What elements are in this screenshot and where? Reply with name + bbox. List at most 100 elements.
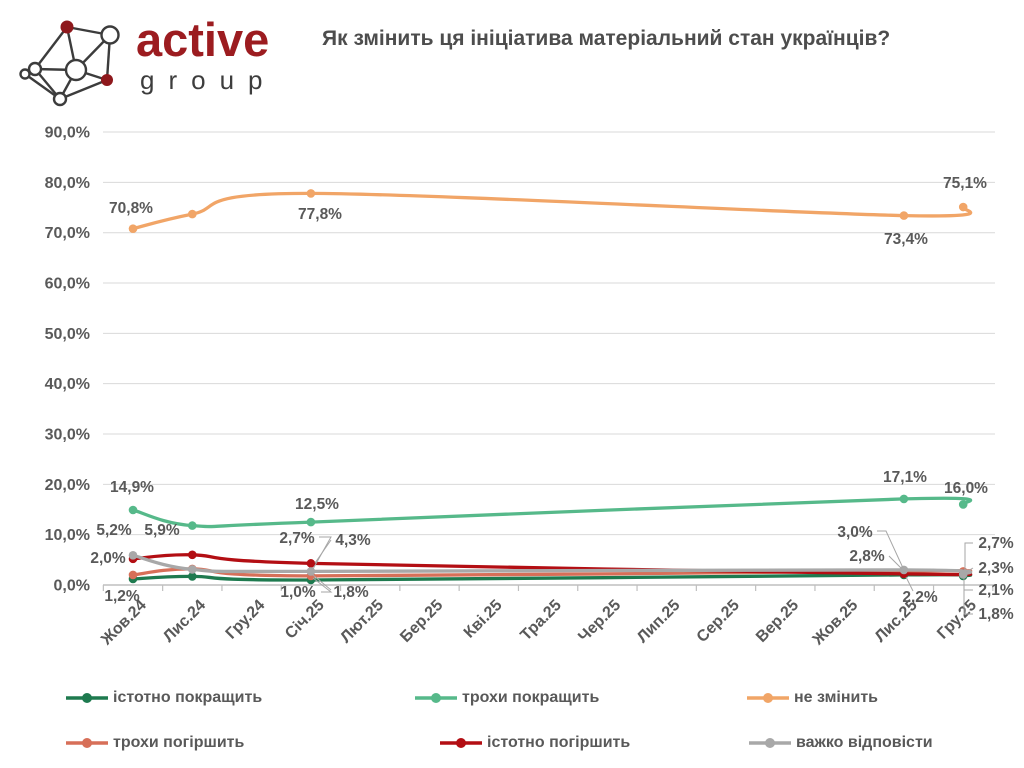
data-label: 2,8% — [849, 548, 885, 565]
data-point-marker — [188, 572, 197, 581]
data-label: 17,1% — [883, 469, 927, 486]
data-label: 5,9% — [144, 522, 180, 539]
data-label: 2,2% — [902, 589, 938, 606]
data-point-marker — [958, 202, 968, 212]
data-label: 5,2% — [96, 522, 132, 539]
x-axis-label: Тра.25 — [517, 597, 565, 645]
data-point-marker — [899, 565, 909, 575]
series-line-важко-відповісти — [131, 553, 973, 577]
x-axis-label: Лип.25 — [634, 597, 684, 647]
data-point-marker — [128, 551, 138, 560]
data-point-marker — [306, 517, 316, 527]
x-axis-label: Бер.25 — [397, 597, 446, 646]
y-axis-label: 0,0% — [54, 578, 90, 595]
data-label: 12,5% — [295, 496, 339, 513]
legend-label: істотно покращить — [113, 689, 263, 706]
label-leader-line — [888, 555, 903, 570]
data-label: 73,4% — [884, 231, 928, 248]
data-label: 2,7% — [978, 535, 1014, 552]
label-leader-line — [312, 577, 333, 593]
label-leader-line — [965, 567, 974, 573]
data-label: 77,8% — [298, 206, 342, 223]
chart-title: Як змінить ця ініціатива матеріальний ст… — [322, 27, 891, 50]
data-point-marker — [188, 521, 197, 530]
legend-label: істотно погіршить — [487, 734, 631, 751]
data-point-marker — [899, 211, 909, 220]
data-point-marker — [128, 224, 138, 233]
data-point-marker — [958, 500, 968, 509]
x-axis-label: Чер.25 — [575, 597, 624, 646]
y-axis-label: 50,0% — [45, 326, 90, 343]
data-label: 2,3% — [978, 560, 1014, 577]
x-axis-label: Січ.25 — [282, 597, 328, 643]
x-axis-label: Жов.25 — [809, 597, 861, 649]
data-point-marker — [306, 559, 316, 568]
data-point-marker — [188, 550, 197, 560]
y-axis-label: 30,0% — [45, 427, 90, 444]
network-graph-icon — [19, 20, 120, 107]
logo-subtitle: group — [140, 65, 277, 95]
label-leader-line — [312, 536, 332, 570]
legend-label: трохи покращить — [462, 689, 600, 706]
label-leader-line — [963, 579, 973, 591]
logo-brand: active — [136, 13, 270, 66]
legend-item-трохи-погіршить: трохи погіршить — [66, 734, 244, 752]
x-axis-label: Лют.25 — [337, 597, 387, 647]
data-point-marker — [306, 189, 316, 198]
y-axis-label: 90,0% — [45, 125, 90, 142]
logo: active group — [18, 8, 318, 120]
data-label: 75,1% — [943, 175, 987, 192]
label-leader-line — [877, 530, 904, 569]
data-point-marker — [188, 209, 197, 219]
x-axis-label: Гру.25 — [934, 597, 980, 643]
data-point-marker — [128, 570, 138, 580]
data-point-marker — [958, 570, 968, 579]
data-label: 2,1% — [978, 582, 1014, 599]
label-leader-line — [312, 574, 332, 591]
y-axis-label: 40,0% — [45, 376, 90, 393]
data-label: 14,9% — [110, 479, 154, 496]
legend-swatch-icon — [415, 693, 457, 703]
legend-label: трохи погіршить — [113, 734, 245, 751]
y-axis-label: 10,0% — [45, 527, 90, 544]
data-label: 2,7% — [279, 530, 315, 547]
x-axis-label: Гру.24 — [223, 597, 269, 643]
y-axis-label: 70,0% — [45, 225, 90, 242]
label-leader-line — [905, 576, 914, 592]
data-label: 16,0% — [944, 480, 988, 497]
legend-item-трохи-покращить: трохи покращить — [415, 689, 599, 707]
x-axis-label: Лис.24 — [160, 597, 209, 646]
y-axis-label: 60,0% — [45, 276, 90, 293]
legend-swatch-icon — [66, 738, 108, 748]
data-label: 1,0% — [280, 584, 316, 601]
legend-label: не змінить — [794, 689, 879, 706]
data-point-marker — [899, 494, 909, 504]
logo-text: active group — [136, 16, 277, 96]
data-point-marker — [128, 505, 138, 515]
x-axis-label: Вер.25 — [753, 597, 802, 646]
data-label: 3,0% — [837, 524, 873, 541]
data-point-marker — [188, 565, 197, 574]
series-line-не-змінить — [131, 191, 973, 231]
data-label: 70,8% — [109, 200, 153, 217]
legend-swatch-icon — [747, 693, 789, 703]
data-label: 1,8% — [333, 584, 369, 601]
legend-item-важко-відповісти: важко відповісти — [749, 734, 933, 752]
series-line-трохи-покращить — [131, 496, 973, 529]
x-axis-label: Сер.25 — [694, 597, 743, 646]
y-axis-label: 20,0% — [45, 477, 90, 494]
legend-item-істотно-погіршить: істотно погіршить — [440, 734, 630, 752]
legend-label: важко відповісти — [796, 734, 933, 751]
legend-swatch-icon — [66, 693, 108, 703]
y-axis-label: 80,0% — [45, 175, 90, 192]
data-point-marker — [306, 567, 316, 576]
data-label: 4,3% — [335, 532, 371, 549]
label-leader-line — [964, 542, 973, 570]
legend-item-істотно-покращить: істотно покращить — [66, 689, 262, 707]
data-label: 1,2% — [104, 588, 140, 605]
legend-swatch-icon — [440, 738, 482, 748]
legend-item-не-змінить: не змінить — [747, 689, 878, 707]
legend-swatch-icon — [749, 738, 791, 748]
